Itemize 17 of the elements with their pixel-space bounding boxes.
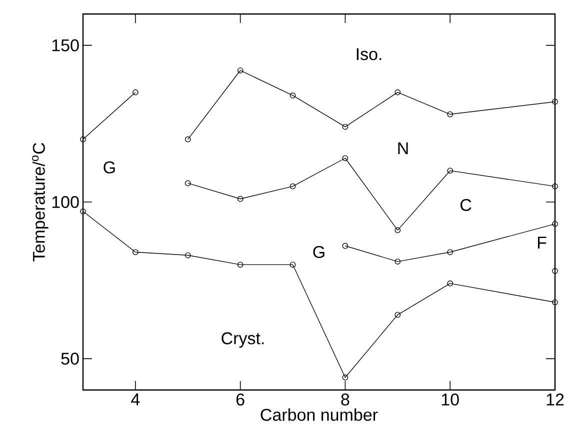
y-axis-title: Temperature/$^{o}$C bbox=[32, 142, 48, 262]
y-tick-label: 50 bbox=[61, 352, 79, 365]
annotation: Cryst. bbox=[222, 332, 264, 348]
x-tick-label: 6 bbox=[236, 394, 244, 406]
x-tick-label: 8 bbox=[341, 394, 350, 406]
y-tick-label: 100 bbox=[52, 196, 79, 208]
annotation: G bbox=[313, 246, 324, 258]
x-axis-title: Carbon number bbox=[260, 408, 378, 421]
annotation: N bbox=[398, 142, 408, 154]
annotation: F bbox=[538, 236, 546, 248]
annotation: C bbox=[460, 198, 472, 212]
x-tick-label: 4 bbox=[131, 394, 140, 406]
x-tick-label: 12 bbox=[546, 394, 564, 406]
x-tick-label: 10 bbox=[442, 394, 459, 406]
annotation: Iso. bbox=[356, 48, 382, 60]
annotation: G bbox=[104, 161, 115, 174]
y-tick-label: 150 bbox=[52, 39, 79, 52]
